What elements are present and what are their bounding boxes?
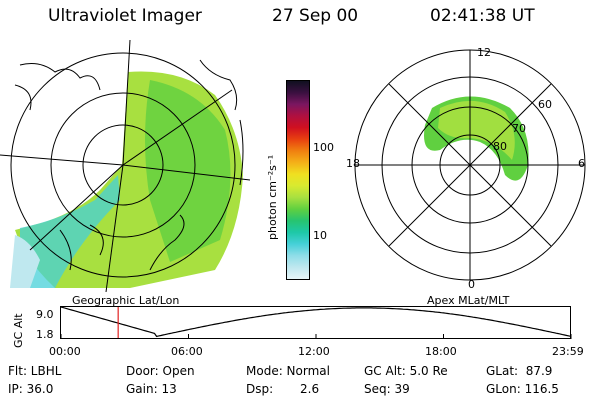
geographic-map [0, 40, 250, 292]
mode-info: Mode: Normal [246, 364, 330, 378]
mlt-label-12: 12 [477, 46, 491, 59]
mlt-label-6: 6 [578, 157, 585, 170]
dsp-value: 2.6 [300, 382, 320, 396]
altitude-axis-label: GC Alt [12, 313, 25, 348]
date-label: 27 Sep 00 [272, 6, 359, 26]
geographic-label: Geographic Lat/Lon [72, 294, 180, 307]
polar-plot [354, 49, 586, 281]
x-tick-1200: 12:00 [298, 345, 330, 358]
gain-info: Gain: 13 [126, 382, 177, 396]
x-tick-0600: 06:00 [171, 345, 203, 358]
dsp-label: Dsp: [246, 382, 274, 396]
colorbar [286, 80, 310, 280]
mlt-label-0: 0 [468, 278, 475, 291]
colorbar-tick-100: 100 [313, 141, 334, 154]
glat-info: GLat: 87.9 [486, 364, 553, 378]
x-tick-0000: 00:00 [49, 345, 81, 358]
lat-label-70: 70 [512, 122, 526, 135]
seq-info: Seq: 39 [364, 382, 410, 396]
lat-label-60: 60 [538, 98, 552, 111]
colorbar-tick-10: 10 [313, 229, 327, 242]
colorbar-unit-label: photon cm⁻²s⁻¹ [266, 154, 279, 240]
instrument-title: Ultraviolet Imager [48, 6, 202, 26]
gc-alt-info: GC Alt: 5.0 Re [364, 364, 448, 378]
x-tick-2359: 23:59 [552, 345, 584, 358]
altitude-curve [60, 306, 572, 338]
door-info: Door: Open [126, 364, 195, 378]
lat-label-80: 80 [493, 140, 507, 153]
altitude-max-label: 9.0 [36, 308, 54, 321]
time-label: 02:41:38 UT [430, 6, 535, 26]
coastline-lines [14, 59, 244, 271]
ip-info: IP: 36.0 [8, 382, 54, 396]
glon-info: GLon: 116.5 [486, 382, 559, 396]
x-tick-1800: 18:00 [425, 345, 457, 358]
apex-label: Apex MLat/MLT [427, 294, 510, 307]
mlt-label-18: 18 [346, 157, 360, 170]
flt-info: Flt: LBHL [8, 364, 62, 378]
altitude-min-label: 1.8 [36, 328, 54, 341]
altitude-plot [60, 306, 572, 339]
